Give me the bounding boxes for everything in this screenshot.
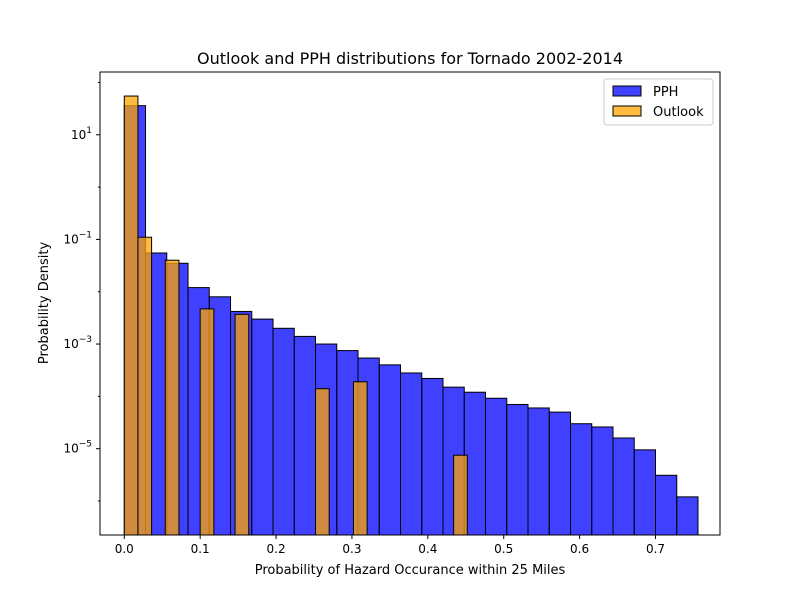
plot-frame [99,71,721,536]
x-tick-label: 0.0 [115,542,134,556]
legend-swatch-outlook [612,105,642,117]
outlook-bar-4 [234,313,250,536]
bars-layer [123,95,699,536]
outlook-bar-0 [123,95,139,536]
pph-bar-18 [506,403,529,536]
y-tick-label: 10−5 [63,440,92,456]
pph-bar-22 [591,426,614,536]
ticks-layer: 0.0 0.1 0.2 0.3 0.4 0.5 0.6 0.7 101 10−1 10−3 10−5 [63,81,665,556]
pph-bar-25 [654,474,678,536]
y-tick-label: 10−3 [63,335,92,351]
legend-label-pph: PPH [653,85,678,100]
pph-bar-8 [293,335,317,536]
pph-bar-24 [633,449,656,536]
series-outlook [123,95,468,536]
pph-bar-26 [676,496,699,536]
x-tick-label: 0.5 [494,542,513,556]
x-tick-label: 0.7 [646,542,665,556]
x-axis-label: Probability of Hazard Occurance within 2… [255,563,566,578]
x-tick-label: 0.3 [342,542,361,556]
x-tick-label: 0.4 [418,542,437,556]
x-tick-label: 0.6 [570,542,589,556]
pph-bar-20 [548,411,572,536]
x-tick-label: 0.2 [267,542,286,556]
pph-bar-7 [272,327,295,536]
outlook-bar-6 [352,381,368,536]
y-axis-label: Probability Density [37,242,52,365]
pph-bar-21 [570,423,593,536]
y-tick-label: 10−1 [63,230,92,246]
legend-swatch-pph [612,85,642,97]
outlook-bar-3 [199,308,215,536]
legend-label-outlook: Outlook [653,105,704,120]
chart-title: Outlook and PPH distributions for Tornad… [197,49,623,68]
outlook-bar-1 [137,236,153,536]
x-tick-label: 0.1 [191,542,210,556]
pph-bar-19 [527,407,550,536]
pph-bar-12 [378,364,402,536]
pph-bar-17 [485,397,508,536]
pph-bar-6 [251,318,274,536]
pph-bar-13 [400,372,423,536]
y-tick-label: 101 [71,126,92,142]
outlook-bar-2 [164,259,180,536]
legend: PPH Outlook [603,78,714,126]
outlook-bar-5 [315,388,330,536]
pph-bar-23 [612,437,635,536]
pph-bar-14 [421,377,444,536]
outlook-bar-7 [453,454,468,536]
